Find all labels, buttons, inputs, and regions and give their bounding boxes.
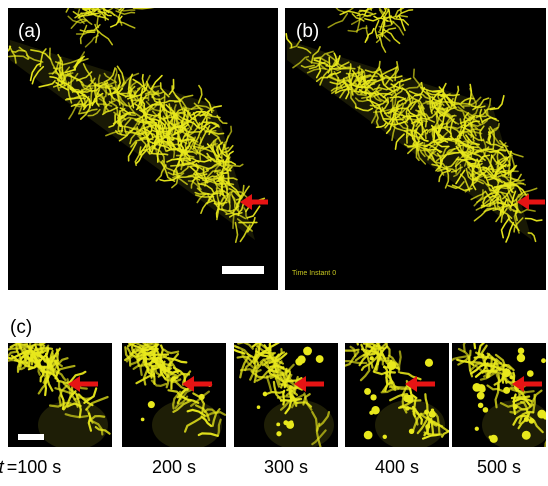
mito-fragment [483, 407, 489, 413]
mito-fragment [477, 392, 485, 400]
frame-label: t=100 s [0, 457, 61, 477]
mito-fragment [263, 392, 268, 397]
mito-fragment [475, 427, 479, 431]
frames: 200 s 300 s 400 s 500 s [2, 327, 548, 477]
mito-fragment [537, 410, 546, 419]
mito-fragment [522, 431, 531, 440]
mito-fragment [276, 422, 280, 426]
scale-bar [18, 434, 44, 440]
mito-fragment [276, 431, 281, 436]
mito-fragment [478, 403, 484, 409]
mitochondrion [386, 0, 399, 8]
frame-label: 400 s [375, 457, 419, 477]
mitochondrion [283, 391, 284, 405]
mitochondrion [350, 331, 358, 345]
mito-fragment [529, 418, 535, 424]
frame-label: 200 s [152, 457, 196, 477]
frame-label: 300 s [264, 457, 308, 477]
caption: Time Instant 0 [292, 270, 336, 277]
mito-fragment [364, 431, 373, 440]
frame-label: 500 s [477, 457, 521, 477]
mito-fragment [148, 401, 155, 408]
mitochondrion [286, 369, 288, 386]
mito-fragment [481, 354, 484, 357]
mito-fragment [503, 387, 510, 394]
mito-fragment [524, 417, 529, 422]
panel-label: (a) [18, 21, 41, 42]
mitochondrion [501, 171, 518, 172]
mito-fragment [406, 395, 414, 403]
mito-fragment [370, 356, 374, 360]
mito-fragment [257, 405, 261, 409]
cytoplasm [264, 400, 334, 450]
mito-fragment [152, 357, 158, 363]
mito-fragment [527, 370, 534, 377]
mito-fragment [518, 348, 525, 355]
mito-fragment [364, 388, 371, 395]
scale-bar [222, 266, 264, 274]
mito-fragment [171, 377, 176, 382]
mito-fragment [513, 404, 518, 409]
mito-fragment [369, 411, 373, 415]
mito-fragment [295, 358, 303, 366]
time-symbol: t [0, 457, 5, 477]
mitochondrion [2, 348, 19, 350]
mito-fragment [387, 361, 396, 370]
mito-fragment [199, 394, 205, 400]
mito-fragment [517, 354, 525, 362]
mito-fragment [289, 386, 292, 389]
mito-fragment [303, 347, 312, 356]
mitochondrion [41, 331, 49, 345]
time-label: =100 s [7, 457, 62, 477]
panel-label: (b) [296, 21, 319, 42]
mito-fragment [429, 410, 436, 417]
mito-fragment [289, 420, 293, 424]
mito-fragment [502, 369, 511, 378]
mito-fragment [541, 358, 546, 363]
mitochondrion [149, 341, 158, 345]
mito-fragment [489, 436, 492, 439]
mito-fragment [370, 394, 376, 400]
panel-label: (c) [10, 317, 32, 338]
mito-fragment [425, 424, 430, 429]
mito-fragment [316, 355, 324, 363]
mito-fragment [405, 406, 409, 410]
mito-fragment [477, 384, 485, 392]
mito-fragment [425, 359, 433, 367]
mito-fragment [383, 435, 387, 439]
mitochondrion [74, 397, 90, 399]
mito-fragment [409, 429, 414, 434]
mito-fragment [424, 409, 429, 414]
mito-fragment [141, 418, 145, 422]
mito-fragment [509, 375, 513, 379]
mitochondrion [439, 95, 459, 96]
mitochondrion [69, 3, 89, 9]
